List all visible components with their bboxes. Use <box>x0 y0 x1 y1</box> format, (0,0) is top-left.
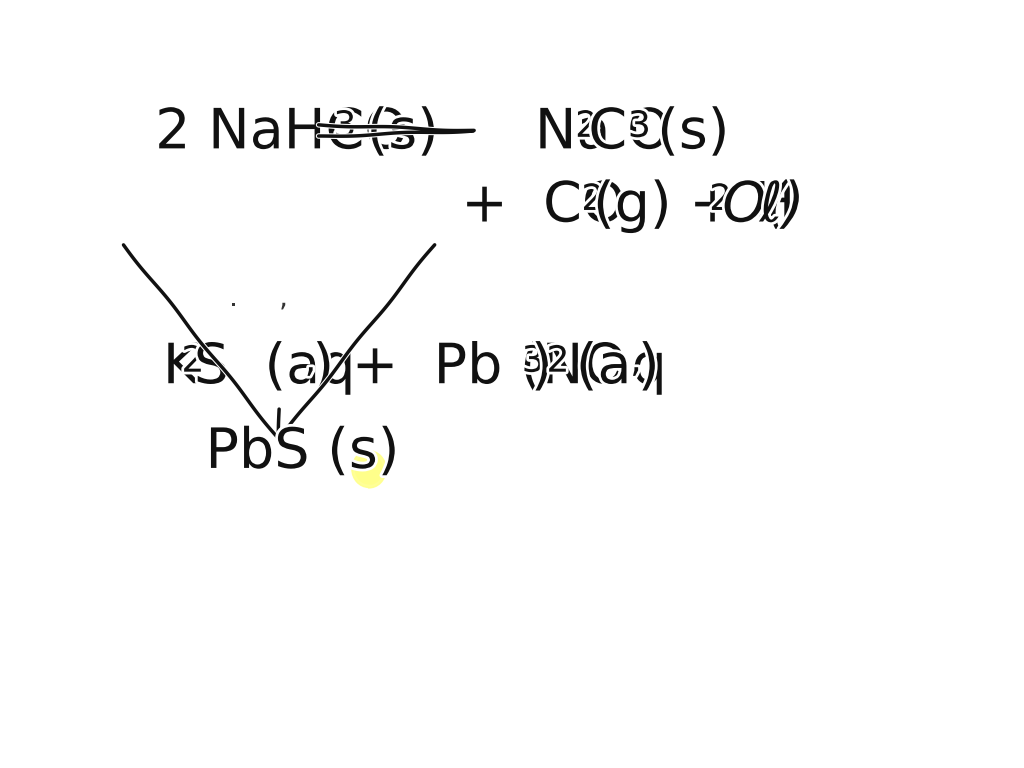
Text: Na: Na <box>535 107 610 161</box>
Text: 3: 3 <box>334 110 356 144</box>
Text: 2: 2 <box>547 345 569 379</box>
Text: 2: 2 <box>582 183 604 217</box>
Text: K: K <box>163 341 200 396</box>
Text: 3: 3 <box>628 110 651 144</box>
Text: 3: 3 <box>521 345 545 379</box>
Text: O(: O( <box>722 180 787 233</box>
Text: +  CO: + CO <box>461 180 626 233</box>
Text: .: . <box>228 284 238 313</box>
Text: 2: 2 <box>575 110 598 144</box>
Text: 2: 2 <box>710 183 732 217</box>
Text: ) +  Pb (NO: ) + Pb (NO <box>312 341 627 396</box>
Text: 2: 2 <box>181 345 205 379</box>
Text: (s): (s) <box>640 107 729 161</box>
Text: ): ) <box>638 341 659 396</box>
Text: ,: , <box>305 345 316 379</box>
Text: S  (aq: S (aq <box>194 341 355 396</box>
Ellipse shape <box>351 451 385 488</box>
Text: ℓ: ℓ <box>760 180 782 233</box>
Text: ,: , <box>630 345 642 379</box>
Text: ): ) <box>783 180 805 233</box>
Text: CO: CO <box>589 107 671 161</box>
Text: PbS (s): PbS (s) <box>206 426 399 480</box>
Text: (g) + H: (g) + H <box>593 180 795 233</box>
Text: ): ) <box>531 341 553 396</box>
Text: (aq: (aq <box>558 341 667 396</box>
Text: (s): (s) <box>349 107 438 161</box>
Text: 2 NaHCO: 2 NaHCO <box>155 107 409 161</box>
Text: ,: , <box>280 284 288 313</box>
